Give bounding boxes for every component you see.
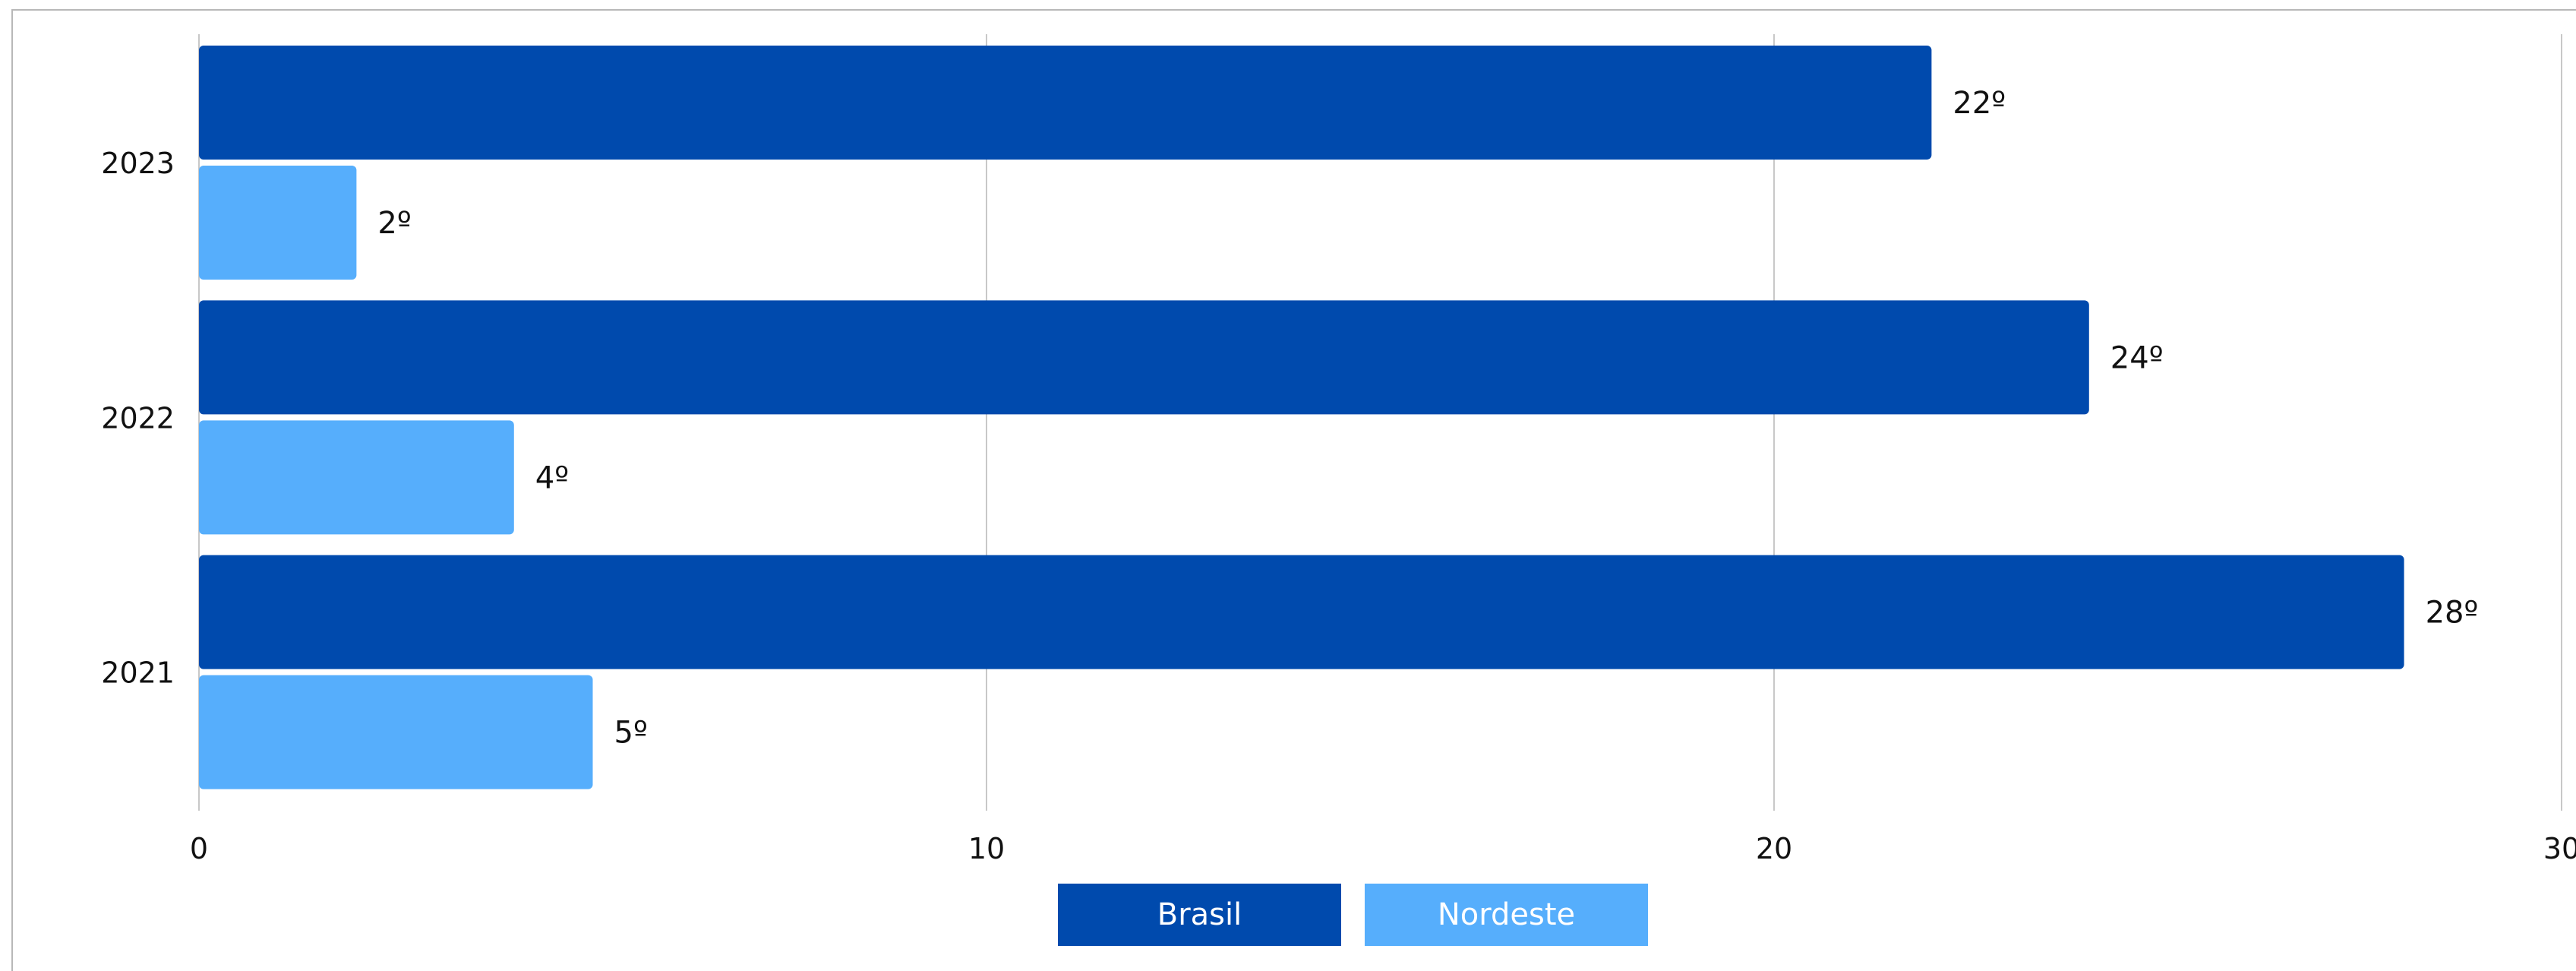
bar-nordeste-2021 xyxy=(199,675,593,789)
legend-item-nordeste[interactable]: Nordeste xyxy=(1365,884,1648,946)
bar-brasil-2021 xyxy=(199,555,2404,669)
category-label-2022: 2022 xyxy=(101,401,175,435)
data-label-brasil-2021: 28º xyxy=(2426,596,2479,631)
data-label-brasil-2022: 24º xyxy=(2110,340,2164,375)
data-label-nordeste-2021: 5º xyxy=(614,716,648,751)
legend-label-nordeste: Nordeste xyxy=(1437,897,1576,932)
x-tick-label-10: 10 xyxy=(968,832,1005,865)
category-label-2021: 2021 xyxy=(101,656,175,690)
bar-nordeste-2022 xyxy=(199,420,514,535)
legend-label-brasil: Brasil xyxy=(1157,897,1242,932)
x-tick-label-0: 0 xyxy=(190,832,208,865)
data-label-nordeste-2023: 2º xyxy=(377,206,411,241)
data-label-brasil-2023: 22º xyxy=(1953,86,2006,121)
bar-nordeste-2023 xyxy=(199,166,357,280)
category-label-2023: 2023 xyxy=(101,147,175,180)
data-label-nordeste-2022: 4º xyxy=(535,460,569,495)
bar-brasil-2023 xyxy=(199,46,1932,160)
x-tick-label-30: 30 xyxy=(2543,832,2576,865)
bar-brasil-2022 xyxy=(199,300,2089,415)
x-tick-label-20: 20 xyxy=(1756,832,1792,865)
legend-item-brasil[interactable]: Brasil xyxy=(1058,884,1341,946)
chart-frame xyxy=(11,9,2576,971)
